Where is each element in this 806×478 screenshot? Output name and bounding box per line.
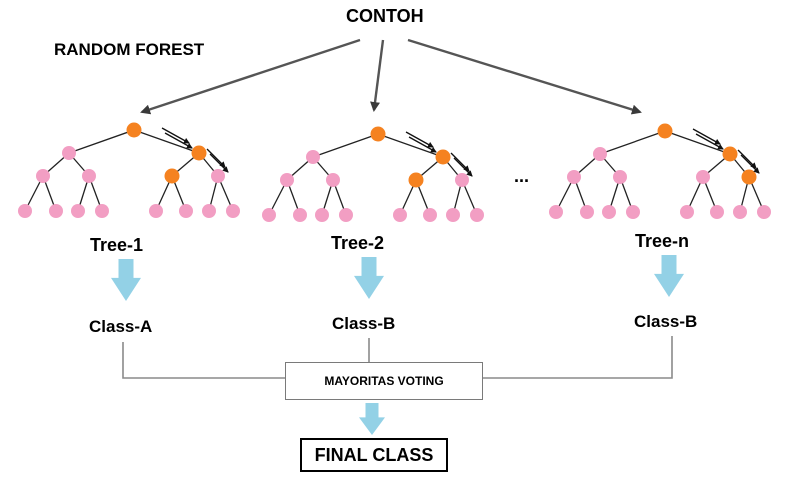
tree-1-label: Tree-1 [90,235,144,255]
tree-3-path-arrow [695,133,724,150]
tree-2-path-arrow [408,136,437,153]
tree-n-class-label: Class-B [634,312,698,331]
tree-2-node [393,208,407,222]
class-a-connector [122,342,285,379]
tree-2-node [423,208,437,222]
tree-3-path-arrow [740,154,760,174]
tree-3-node [710,205,724,219]
tree-2-node [326,173,340,187]
tree-3-node [567,170,581,184]
voting-to-final-arrow [359,403,385,435]
title-to-tree-arrow-1 [140,38,361,115]
final-class-box: FINAL CLASS [300,438,448,472]
tree-3-node [549,205,563,219]
tree-1-down-arrow [111,259,141,301]
tree-1-edge [133,129,200,154]
tree-1-path-arrow [164,132,193,149]
tree-2-node [306,150,320,164]
tree-2-node [339,208,353,222]
tree-1-node [179,204,193,218]
majority-voting-label: MAYORITAS VOTING [324,374,444,388]
tree-1-node [149,204,163,218]
tree-2-edge [377,133,444,158]
tree-1-node [18,204,32,218]
tree-2-node [370,126,386,142]
tree-2-edge [312,133,379,158]
tree-2-path-arrow [453,157,473,177]
tree-3-node [593,147,607,161]
tree-2-node [435,149,451,165]
tree-3-path-arrow [737,149,757,169]
tree-2-node [408,172,424,188]
tree-3-node [733,205,747,219]
tree-n-label: Tree-n [635,231,690,251]
diagram-title: CONTOH [346,6,424,26]
tree-1-node [164,168,180,184]
tree-1-node [49,204,63,218]
tree-2-label: Tree-2 [331,233,385,253]
tree-1-path-arrow [209,153,229,173]
tree-2-node [262,208,276,222]
tree-3-node [680,205,694,219]
tree-1-node [211,169,225,183]
tree-2-path-arrow [405,131,434,148]
tree-3-node [626,205,640,219]
tree-1-node [62,146,76,160]
tree-n-down-arrow [654,255,684,297]
tree-3-node [657,123,673,139]
tree-3-node [757,205,771,219]
tree-3-node [696,170,710,184]
tree-1-node [36,169,50,183]
title-to-tree-arrow-3 [407,38,642,115]
tree-1-path-arrow [161,127,190,144]
tree-1-node [82,169,96,183]
tree-1-path-arrow [206,148,226,168]
tree-2-node [315,208,329,222]
tree-3-edge [599,130,666,155]
tree-2-node [470,208,484,222]
tree-1-node [71,204,85,218]
tree-2-class-label: Class-B [332,314,396,333]
tree-3-node [613,170,627,184]
class-n-connector [481,336,673,379]
tree-3-edge [664,130,731,155]
tree-3-node [580,205,594,219]
tree-1-node [226,204,240,218]
tree-1-node [202,204,216,218]
tree-3-node [741,169,757,185]
tree-3-node [602,205,616,219]
tree-1-node [191,145,207,161]
tree-1-class-label: Class-A [89,317,153,336]
tree-2-node [293,208,307,222]
more-trees-ellipsis: ... [514,166,530,186]
tree-2-down-arrow [354,257,384,299]
majority-voting-box: MAYORITAS VOTING [285,362,483,400]
tree-1-node [95,204,109,218]
tree-2-node [455,173,469,187]
title-to-tree-arrow-2 [370,39,385,112]
tree-3-node [722,146,738,162]
final-class-label: FINAL CLASS [314,444,434,465]
tree-1-node [126,122,142,138]
tree-3-path-arrow [692,128,721,145]
tree-1-edge [68,129,135,154]
tree-2-node [280,173,294,187]
tree-2-node [446,208,460,222]
diagram-subtitle: RANDOM FOREST [54,40,205,59]
tree-2-path-arrow [450,152,470,172]
